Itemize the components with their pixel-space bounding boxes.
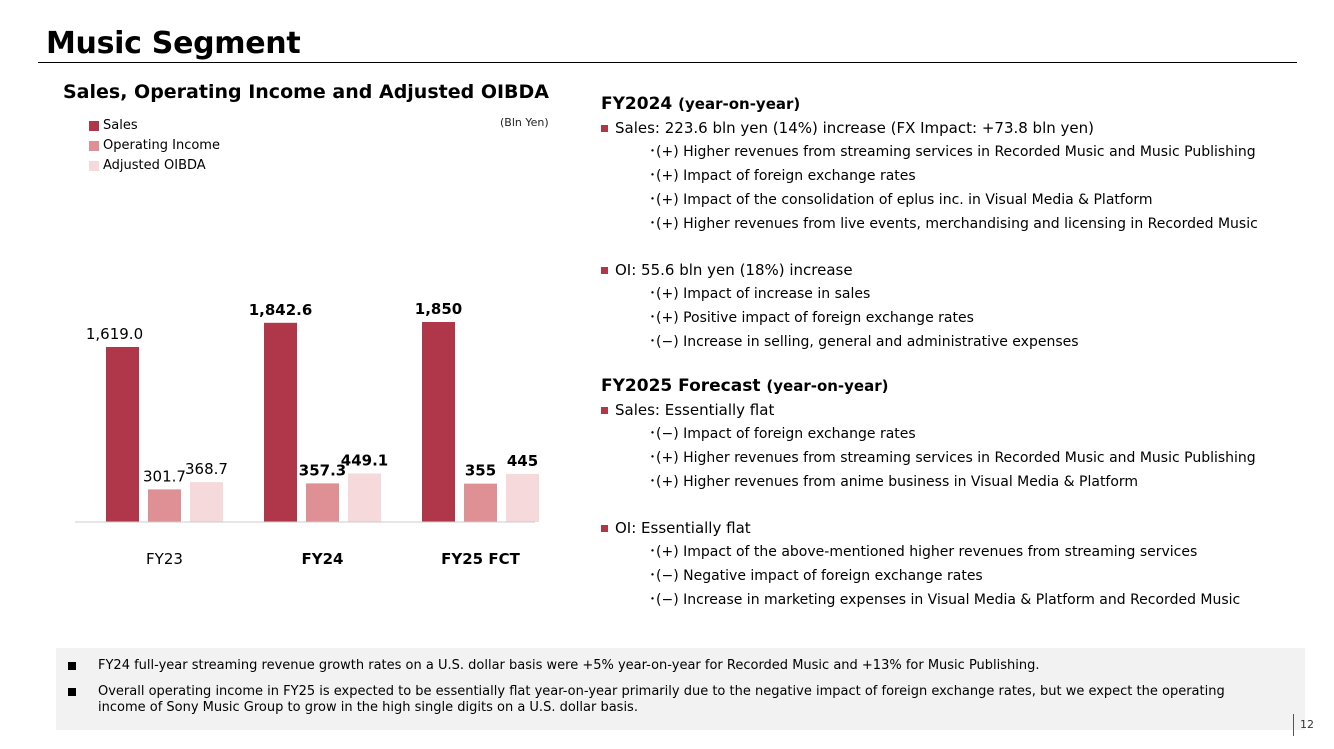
fy2024-sales-item: ･(+) Impact of the consolidation of eplu…	[649, 192, 1153, 208]
chart-legend: Sales Operating Income Adjusted OIBDA	[89, 116, 220, 176]
fy2024-heading-main: FY2024	[601, 94, 673, 114]
title-rule	[38, 62, 1297, 63]
bullet-square-icon	[601, 524, 608, 532]
fy2024-oi-text: OI: 55.6 bln yen (18%) increase	[615, 261, 853, 279]
data-label-operating-income: 301.7	[143, 467, 186, 485]
fy2025-heading-main: FY2025 Forecast	[601, 376, 761, 396]
note-item: Overall operating income in FY25 is expe…	[68, 684, 1258, 716]
note-item: FY24 full-year streaming revenue growth …	[68, 658, 1288, 674]
data-label-sales: 1,619.0	[86, 325, 143, 343]
fy2024-sales-text: Sales: 223.6 bln yen (14%) increase (FX …	[615, 119, 1094, 137]
note-text: FY24 full-year streaming revenue growth …	[98, 658, 1040, 673]
legend-swatch-operating-income	[89, 141, 99, 151]
spacer	[601, 236, 1301, 258]
fy2024-oi-bullet: OI: 55.6 bln yen (18%) increase	[601, 258, 1301, 282]
note-bullet-icon	[68, 662, 76, 670]
bar-adjusted-oibda-fy24	[348, 473, 381, 522]
fy2025-heading-sub: (year-on-year)	[766, 377, 889, 395]
chart-unit-label: (Bln Yen)	[500, 116, 549, 129]
chart-title: Sales, Operating Income and Adjusted OIB…	[63, 81, 550, 103]
bar-operating-income-fy24	[306, 483, 339, 522]
legend-label-sales: Sales	[103, 118, 138, 133]
fy2024-sales-item: ･(+) Impact of foreign exchange rates	[649, 168, 916, 184]
fy2025-sales-text: Sales: Essentially flat	[615, 401, 775, 419]
legend-swatch-adjusted-oibda	[89, 161, 99, 171]
legend-label-operating-income: Operating Income	[103, 138, 220, 153]
page-number: 12	[1300, 718, 1314, 731]
page-number-rule	[1293, 714, 1294, 736]
commentary-panel: FY2024 (year-on-year) Sales: 223.6 bln y…	[601, 92, 1301, 612]
fy2025-sales-item: ･(+) Higher revenues from streaming serv…	[649, 450, 1256, 466]
bar-adjusted-oibda-fy23	[190, 482, 223, 522]
fy2025-oi-text: OI: Essentially flat	[615, 519, 751, 537]
legend-item-adjusted-oibda: Adjusted OIBDA	[89, 156, 220, 176]
spacer	[601, 494, 1301, 516]
fy2024-sales-bullet: Sales: 223.6 bln yen (14%) increase (FX …	[601, 116, 1301, 140]
fy2024-oi-item: ･(+) Impact of increase in sales	[649, 286, 871, 302]
category-label: FY23	[146, 550, 183, 568]
category-label: FY25 FCT	[441, 550, 520, 568]
data-label-adjusted-oibda: 449.1	[341, 451, 388, 469]
bar-sales-fy24	[264, 322, 297, 522]
legend-label-adjusted-oibda: Adjusted OIBDA	[103, 158, 206, 173]
fy2024-sales-item: ･(+) Higher revenues from live events, m…	[649, 216, 1258, 232]
bar-sales-fy23	[106, 346, 139, 522]
fy2025-oi-bullet: OI: Essentially flat	[601, 516, 1301, 540]
data-label-operating-income: 355	[465, 462, 496, 480]
fy2025-sales-bullet: Sales: Essentially flat	[601, 398, 1301, 422]
bar-operating-income-fy25-fct	[464, 483, 497, 522]
fy2025-oi-item: ･(−) Increase in marketing expenses in V…	[649, 592, 1241, 608]
bar-operating-income-fy23	[148, 489, 181, 522]
bullet-square-icon	[601, 406, 608, 414]
fy2024-sales-item: ･(+) Higher revenues from streaming serv…	[649, 144, 1256, 160]
data-label-sales: 1,842.6	[249, 301, 313, 319]
bullet-square-icon	[601, 124, 608, 132]
category-label: FY24	[302, 550, 344, 568]
legend-item-operating-income: Operating Income	[89, 136, 220, 156]
bullet-square-icon	[601, 266, 608, 274]
legend-item-sales: Sales	[89, 116, 220, 136]
data-label-adjusted-oibda: 368.7	[185, 460, 228, 478]
data-label-adjusted-oibda: 445	[507, 452, 538, 470]
legend-swatch-sales	[89, 121, 99, 131]
page-title: Music Segment	[46, 26, 301, 61]
bar-adjusted-oibda-fy25-fct	[506, 473, 539, 522]
note-text: Overall operating income in FY25 is expe…	[98, 684, 1225, 715]
fy2024-heading: FY2024 (year-on-year)	[601, 92, 1301, 116]
note-bullet-icon	[68, 688, 76, 696]
fy2024-oi-item: ･(+) Positive impact of foreign exchange…	[649, 310, 974, 326]
fy2024-heading-sub: (year-on-year)	[678, 95, 801, 113]
bar-sales-fy25-fct	[422, 322, 455, 522]
fy2025-sales-item: ･(+) Higher revenues from anime business…	[649, 474, 1139, 490]
data-label-sales: 1,850	[415, 300, 462, 318]
fy2025-heading: FY2025 Forecast (year-on-year)	[601, 374, 1301, 398]
fy2025-sales-item: ･(−) Impact of foreign exchange rates	[649, 426, 916, 442]
fy2025-oi-item: ･(+) Impact of the above-mentioned highe…	[649, 544, 1198, 560]
fy2024-oi-item: ･(−) Increase in selling, general and ad…	[649, 334, 1079, 350]
fy2025-oi-item: ･(−) Negative impact of foreign exchange…	[649, 568, 983, 584]
notes-box: FY24 full-year streaming revenue growth …	[56, 648, 1305, 730]
data-label-operating-income: 357.3	[299, 461, 346, 479]
spacer	[601, 354, 1301, 374]
